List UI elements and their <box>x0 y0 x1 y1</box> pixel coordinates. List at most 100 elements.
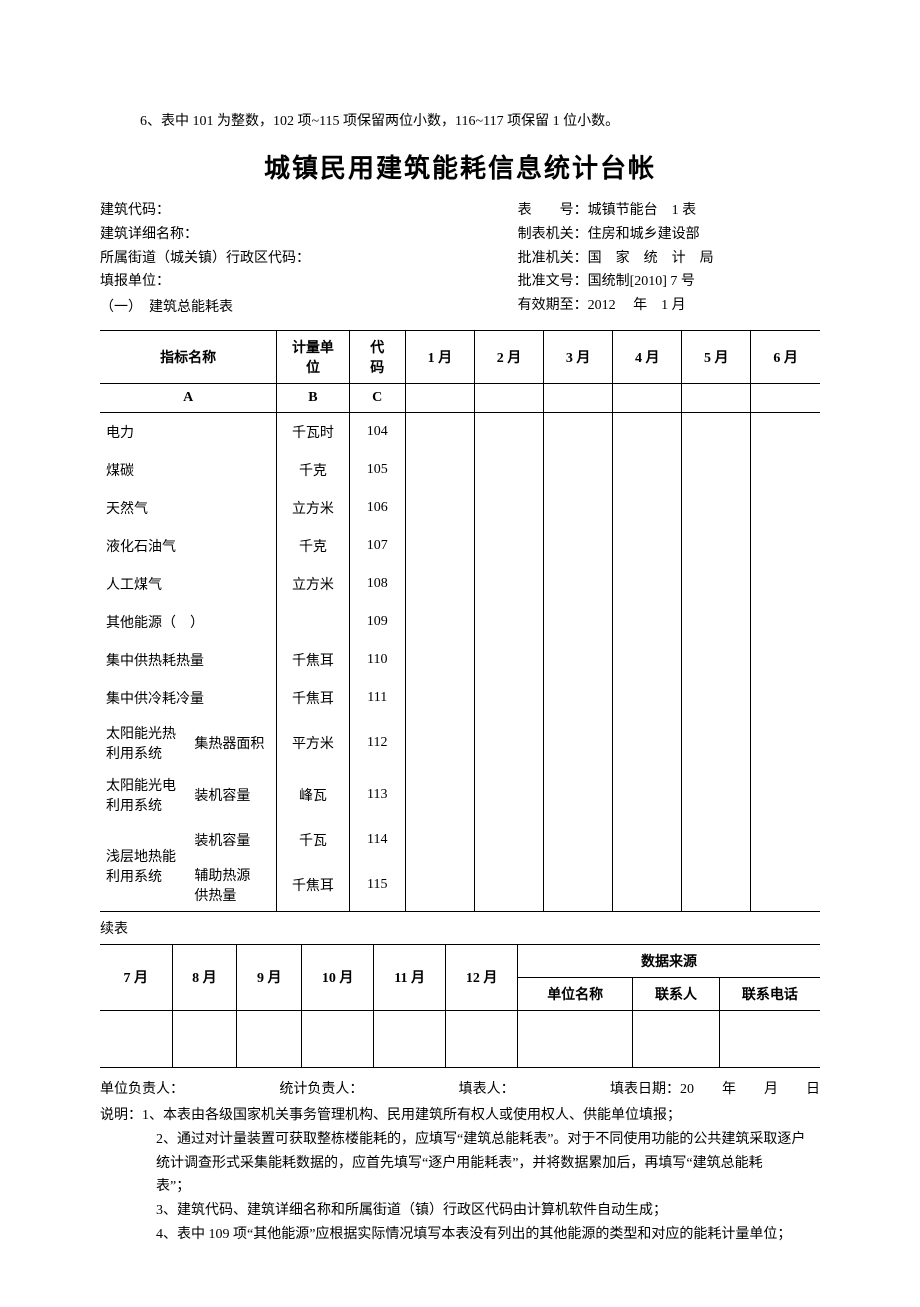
table-row: 太阳能光电 利用系统装机容量峰瓦113 <box>100 769 820 821</box>
continuation-table: 7 月 8 月 9 月 10 月 11 月 12 月 数据来源 单位名称 联系人… <box>100 944 820 1068</box>
table-row: 其他能源（ ）109 <box>100 603 820 641</box>
row-code: 107 <box>349 527 405 565</box>
th-m5: 5 月 <box>682 330 751 383</box>
row-group: 太阳能光电 利用系统 <box>100 769 188 821</box>
row-name: 集中供热耗热量 <box>100 641 277 679</box>
row-unit: 千瓦 <box>277 821 349 859</box>
section-label: （一） 建筑总能耗表 <box>100 296 518 320</box>
table-row: 液化石油气千克107 <box>100 527 820 565</box>
table2-row <box>100 1010 820 1067</box>
footer-date: 填表日期：20 年 月 日 <box>610 1078 820 1098</box>
note-4: 4、表中 109 项“其他能源”应根据实际情况填写本表没有列出的其他能源的类型和… <box>100 1223 820 1247</box>
th-m4: 4 月 <box>613 330 682 383</box>
row-code: 104 <box>349 412 405 451</box>
meta-left: 建筑代码： 建筑详细名称： 所属街道（城关镇）行政区代码： 填报单位： （一） … <box>100 199 518 320</box>
row-unit: 千克 <box>277 527 349 565</box>
row-unit: 峰瓦 <box>277 769 349 821</box>
table-row: 人工煤气立方米108 <box>100 565 820 603</box>
table-row: 辅助热源 供热量千焦耳115 <box>100 859 820 912</box>
note-2b: 统计调查形式采集能耗数据的，应首先填写“逐户用能耗表”，并将数据累加后，再填写“… <box>100 1152 820 1176</box>
table-row: 太阳能光热 利用系统集热器面积平方米112 <box>100 717 820 769</box>
meta-approve-no: 批准文号：国统制[2010] 7 号 <box>518 270 820 294</box>
row-unit: 平方米 <box>277 717 349 769</box>
notes-lead: 说明： <box>100 1104 142 1128</box>
meta-valid-until: 有效期至：2012 年 1 月 <box>518 294 820 318</box>
row-code: 105 <box>349 451 405 489</box>
row-sub: 装机容量 <box>188 821 276 859</box>
row-name: 液化石油气 <box>100 527 277 565</box>
th-c: C <box>349 383 405 412</box>
th-m1: 1 月 <box>405 330 474 383</box>
row-unit: 千克 <box>277 451 349 489</box>
meta-org: 制表机关：住房和城乡建设部 <box>518 223 820 247</box>
row-unit: 千焦耳 <box>277 641 349 679</box>
notes-block: 说明： 1、本表由各级国家机关事务管理机构、民用建筑所有权人或使用权人、供能单位… <box>100 1104 820 1247</box>
th-unit: 计量单 位 <box>277 330 349 383</box>
row-code: 110 <box>349 641 405 679</box>
row-unit: 立方米 <box>277 565 349 603</box>
row-name: 集中供冷耗冷量 <box>100 679 277 717</box>
row-code: 115 <box>349 859 405 912</box>
row-group: 浅层地热能 利用系统 <box>100 821 188 912</box>
row-code: 111 <box>349 679 405 717</box>
meta-table-no: 表 号：城镇节能台 1 表 <box>518 199 820 223</box>
th2-m11: 11 月 <box>374 944 446 1010</box>
row-unit: 千瓦时 <box>277 412 349 451</box>
th2-src: 数据来源 <box>518 944 820 977</box>
th2-m7: 7 月 <box>100 944 172 1010</box>
row-unit: 千焦耳 <box>277 679 349 717</box>
row-name: 煤碳 <box>100 451 277 489</box>
page: 6、表中 101 为整数，102 项~115 项保留两位小数，116~117 项… <box>0 0 920 1307</box>
note-3: 3、建筑代码、建筑详细名称和所属街道（镇）行政区代码由计算机软件自动生成； <box>100 1199 820 1223</box>
table-row: 煤碳千克105 <box>100 451 820 489</box>
table-row: 电力千瓦时104 <box>100 412 820 451</box>
row-code: 114 <box>349 821 405 859</box>
table-row: 浅层地热能 利用系统装机容量千瓦114 <box>100 821 820 859</box>
row-name: 其他能源（ ） <box>100 603 277 641</box>
th2-src-contact: 联系人 <box>633 977 719 1010</box>
row-sub: 集热器面积 <box>188 717 276 769</box>
footer-line: 单位负责人： 统计负责人： 填表人： 填表日期：20 年 月 日 <box>100 1078 820 1098</box>
meta-district-code: 所属街道（城关镇）行政区代码： <box>100 247 518 271</box>
footer-unit-head: 单位负责人： <box>100 1078 184 1098</box>
th-m6: 6 月 <box>751 330 820 383</box>
row-unit <box>277 603 349 641</box>
meta-building-name: 建筑详细名称： <box>100 223 518 247</box>
row-code: 108 <box>349 565 405 603</box>
meta-building-code: 建筑代码： <box>100 199 518 223</box>
row-name: 电力 <box>100 412 277 451</box>
th-b: B <box>277 383 349 412</box>
th-name: 指标名称 <box>100 330 277 383</box>
row-code: 112 <box>349 717 405 769</box>
th-a: A <box>100 383 277 412</box>
row-unit: 立方米 <box>277 489 349 527</box>
table-row: 天然气立方米106 <box>100 489 820 527</box>
note-2a: 2、通过对计量装置可获取整栋楼能耗的，应填写“建筑总能耗表”。对于不同使用功能的… <box>100 1128 820 1152</box>
th-code: 代 码 <box>349 330 405 383</box>
row-code: 113 <box>349 769 405 821</box>
th-m2: 2 月 <box>474 330 543 383</box>
row-name: 人工煤气 <box>100 565 277 603</box>
row-unit: 千焦耳 <box>277 859 349 912</box>
th-m3: 3 月 <box>544 330 613 383</box>
continuation-label: 续表 <box>100 918 820 938</box>
top-note: 6、表中 101 为整数，102 项~115 项保留两位小数，116~117 项… <box>100 110 820 130</box>
table-row: 集中供冷耗冷量千焦耳111 <box>100 679 820 717</box>
th2-m10: 10 月 <box>302 944 374 1010</box>
table-row: 集中供热耗热量千焦耳110 <box>100 641 820 679</box>
energy-table: 指标名称 计量单 位 代 码 1 月 2 月 3 月 4 月 5 月 6 月 A… <box>100 330 820 912</box>
th2-m9: 9 月 <box>237 944 302 1010</box>
row-sub: 装机容量 <box>188 769 276 821</box>
row-name: 天然气 <box>100 489 277 527</box>
row-group: 太阳能光热 利用系统 <box>100 717 188 769</box>
row-sub: 辅助热源 供热量 <box>188 859 276 912</box>
meta-approve-org: 批准机关：国 家 统 计 局 <box>518 247 820 271</box>
meta-reporting-unit: 填报单位： <box>100 270 518 294</box>
th2-m12: 12 月 <box>446 944 518 1010</box>
meta-block: 建筑代码： 建筑详细名称： 所属街道（城关镇）行政区代码： 填报单位： （一） … <box>100 199 820 320</box>
note-1: 1、本表由各级国家机关事务管理机构、民用建筑所有权人或使用权人、供能单位填报； <box>142 1104 820 1128</box>
th2-src-phone: 联系电话 <box>719 977 820 1010</box>
footer-filler: 填表人： <box>459 1078 515 1098</box>
main-title: 城镇民用建筑能耗信息统计台帐 <box>100 148 820 185</box>
row-code: 106 <box>349 489 405 527</box>
